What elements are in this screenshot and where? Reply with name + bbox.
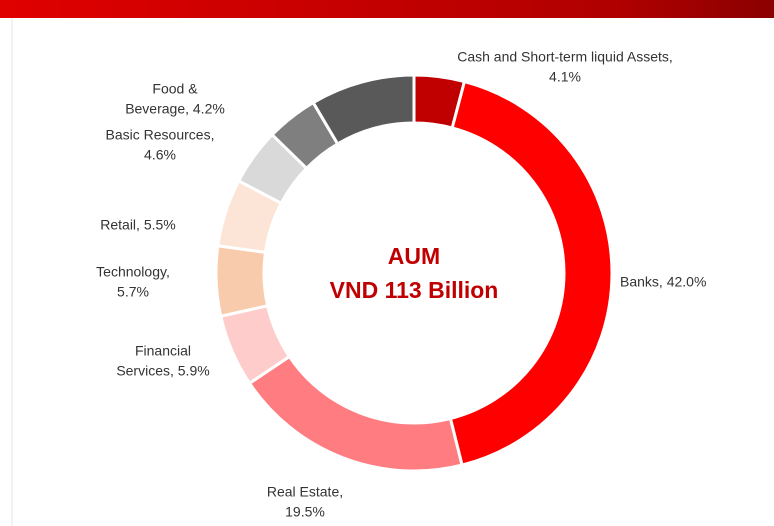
center-title: VND 113 Billion	[330, 277, 499, 303]
data-label: 19.5%	[285, 504, 325, 520]
data-label: Banks, 42.0%	[620, 274, 706, 290]
data-label: 4.6%	[144, 147, 176, 163]
data-label: Beverage, 4.2%	[125, 101, 225, 117]
header-bar	[0, 0, 774, 18]
data-label: Services, 5.9%	[116, 363, 209, 379]
data-label: Cash and Short-term liquid Assets,	[457, 49, 673, 65]
data-label: Real Estate,	[267, 484, 343, 500]
center-title: AUM	[388, 243, 440, 269]
donut-segment	[448, 79, 614, 467]
data-label: 4.1%	[549, 69, 581, 85]
donut-segment	[247, 354, 464, 473]
data-label: 5.7%	[117, 284, 149, 300]
data-label: Basic Resources,	[106, 127, 215, 143]
donut-segment	[311, 73, 416, 146]
data-label: Retail, 5.5%	[100, 217, 175, 233]
donut-segment	[214, 244, 270, 318]
data-label: Financial	[135, 343, 191, 359]
data-label: Food &	[152, 81, 198, 97]
data-label: Technology,	[96, 264, 170, 280]
